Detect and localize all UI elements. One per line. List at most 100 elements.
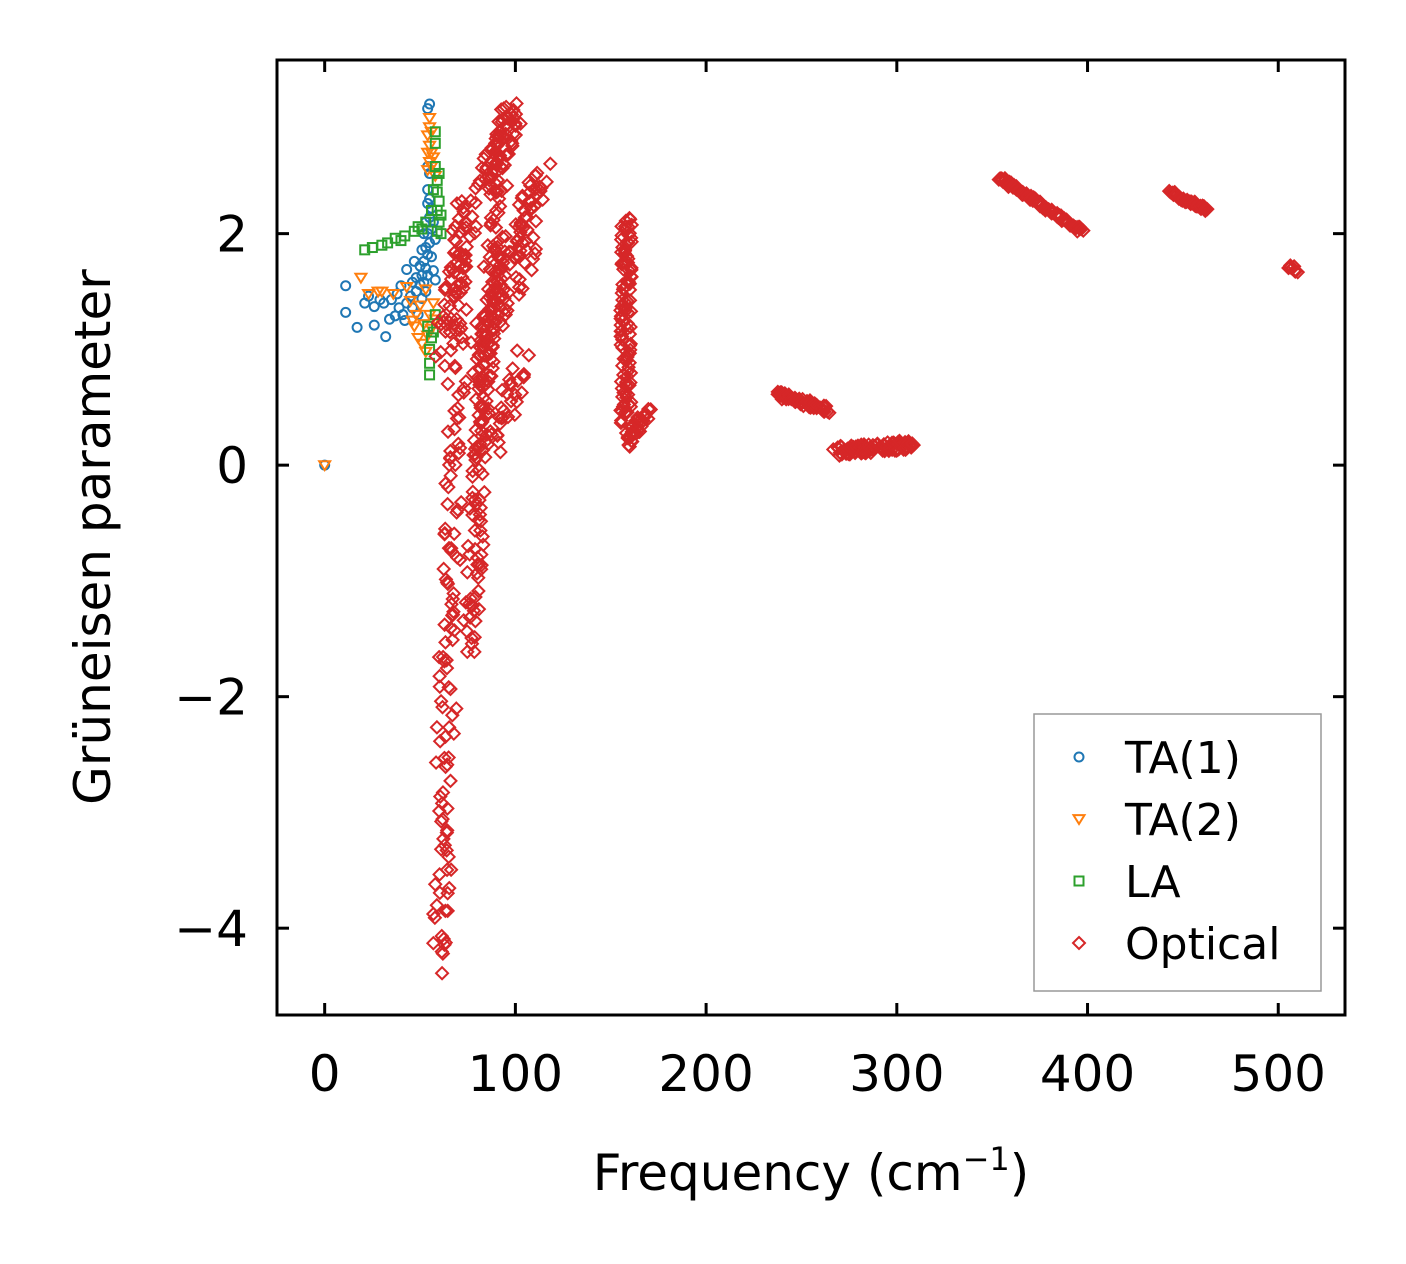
data-point xyxy=(351,321,363,333)
legend-item: Optical xyxy=(1071,919,1280,970)
data-point xyxy=(439,652,455,668)
y-tick-label: −2 xyxy=(174,669,248,727)
data-point xyxy=(500,285,516,301)
data-point xyxy=(520,222,535,238)
data-point xyxy=(474,160,490,176)
data-point xyxy=(513,116,528,132)
legend-marker xyxy=(1071,935,1087,951)
data-point xyxy=(433,693,449,709)
data-point xyxy=(614,358,630,374)
data-point xyxy=(508,269,524,285)
data-point xyxy=(463,193,479,209)
data-point xyxy=(435,209,447,221)
data-point xyxy=(446,336,461,351)
data-point xyxy=(495,410,511,425)
data-point xyxy=(492,263,507,278)
data-point xyxy=(340,280,352,292)
data-point xyxy=(466,433,482,448)
data-point xyxy=(516,369,532,385)
data-point xyxy=(479,159,495,175)
data-point xyxy=(465,463,481,479)
data-point xyxy=(492,148,508,163)
data-point xyxy=(457,274,473,290)
data-point xyxy=(451,387,466,403)
data-point xyxy=(450,400,466,416)
data-point xyxy=(493,444,508,460)
data-point xyxy=(515,220,531,236)
data-point xyxy=(449,285,465,300)
data-point xyxy=(525,230,541,245)
data-point xyxy=(621,274,636,289)
data-point xyxy=(469,565,485,581)
data-point xyxy=(420,216,432,228)
x-tick-label: 200 xyxy=(658,1045,753,1103)
data-point xyxy=(478,162,494,177)
data-point xyxy=(424,343,436,355)
data-point xyxy=(470,583,486,599)
data-point xyxy=(380,331,392,343)
data-point xyxy=(500,295,516,311)
data-point xyxy=(431,174,443,186)
data-point xyxy=(368,319,380,331)
data-point xyxy=(516,367,532,383)
data-point xyxy=(453,494,469,510)
data-point xyxy=(429,274,441,286)
legend-item: LA xyxy=(1073,857,1181,908)
legend-marker xyxy=(1073,751,1085,763)
data-point xyxy=(429,126,441,138)
data-point xyxy=(437,617,453,633)
data-point xyxy=(454,269,470,285)
legend-label: Optical xyxy=(1125,919,1280,970)
data-point xyxy=(374,286,390,299)
data-point xyxy=(436,750,452,766)
data-point xyxy=(518,209,534,225)
data-point xyxy=(473,423,489,439)
data-point xyxy=(506,126,521,142)
data-point xyxy=(376,239,388,251)
data-point xyxy=(517,255,532,271)
data-point xyxy=(429,897,445,913)
data-point xyxy=(424,357,436,369)
data-point xyxy=(465,484,481,500)
data-point xyxy=(444,596,459,612)
data-point xyxy=(524,262,540,278)
data-point xyxy=(459,644,475,660)
data-marks xyxy=(317,96,1306,981)
data-point xyxy=(467,523,483,538)
data-point xyxy=(618,213,634,229)
data-point xyxy=(451,298,466,313)
data-point xyxy=(446,586,462,601)
data-point xyxy=(499,117,515,133)
legend-label: LA xyxy=(1125,857,1181,908)
data-point xyxy=(427,326,439,338)
data-point xyxy=(437,282,453,298)
data-point xyxy=(405,315,420,328)
data-point xyxy=(491,150,507,166)
data-point xyxy=(467,446,483,462)
data-point xyxy=(1290,264,1306,280)
data-point xyxy=(476,484,492,500)
data-point xyxy=(437,837,453,853)
data-point xyxy=(447,285,463,301)
data-point xyxy=(482,261,498,277)
data-point xyxy=(904,436,920,451)
data-point xyxy=(467,541,483,557)
data-point xyxy=(433,841,449,857)
x-tick-label: 500 xyxy=(1231,1045,1326,1103)
data-point xyxy=(469,557,485,573)
data-point xyxy=(493,277,509,293)
data-point xyxy=(1287,263,1302,279)
data-point xyxy=(317,460,332,472)
data-point xyxy=(614,285,630,301)
data-point xyxy=(455,200,471,216)
data-point xyxy=(465,469,480,485)
data-point xyxy=(422,140,437,153)
data-point xyxy=(432,789,448,804)
data-point xyxy=(493,400,509,416)
data-point xyxy=(468,392,484,407)
data-point xyxy=(446,604,461,620)
data-point xyxy=(440,376,456,392)
data-point xyxy=(503,376,519,392)
data-point xyxy=(614,239,630,255)
x-tick-label: 300 xyxy=(849,1045,944,1103)
